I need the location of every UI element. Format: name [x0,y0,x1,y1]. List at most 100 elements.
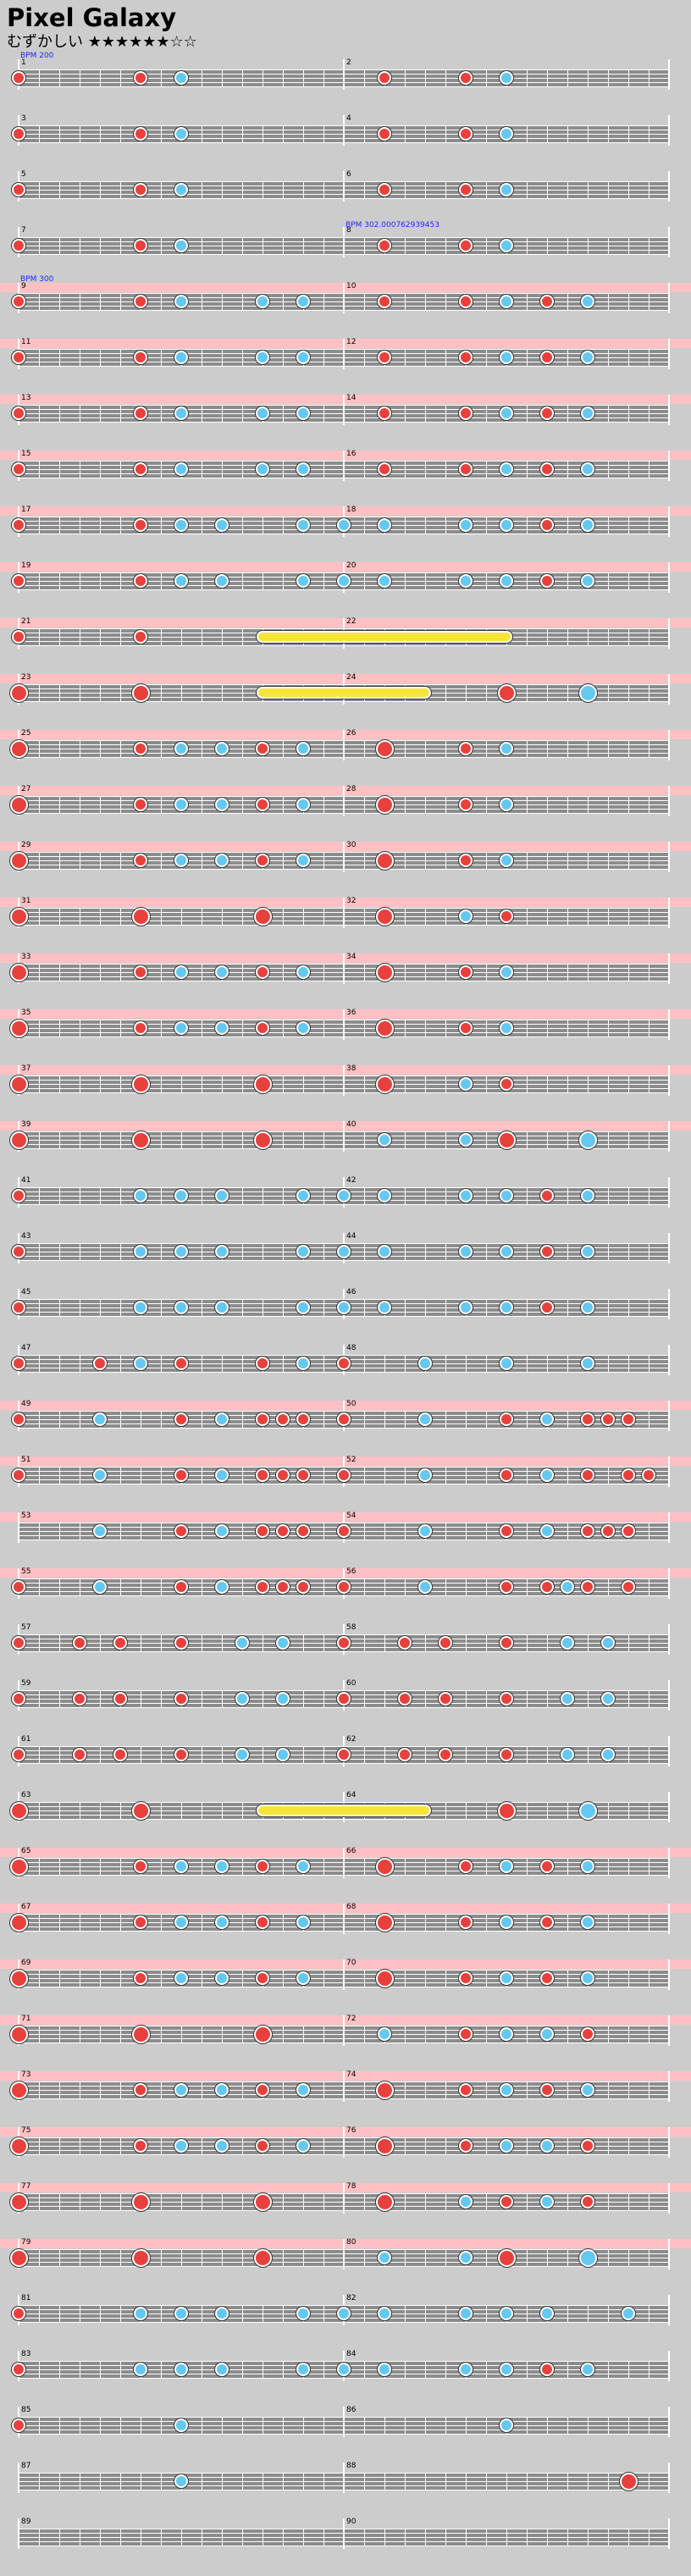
bar-line [343,2239,345,2269]
blue-note [581,1860,594,1873]
blue-note [296,462,310,476]
beat-line [445,1523,446,1540]
blue-note [581,462,594,476]
beat-line [628,237,629,254]
beat-line [567,1075,568,1092]
beat-line [120,2417,121,2434]
bar-line [343,954,345,984]
beat-line [486,1914,487,1931]
beat-line [608,1243,609,1260]
red-note [256,1021,269,1035]
beat-line [100,684,101,701]
beat-line [39,2026,40,2043]
beat-line [364,740,365,757]
blue-note [215,798,229,811]
beat-line [547,2249,548,2266]
beat-line [527,1690,528,1707]
red-note [439,1748,452,1761]
beat-line [323,1299,324,1316]
beat-line [283,964,284,981]
red-note [540,295,554,308]
beat-line [445,1858,446,1875]
beat-line [100,1690,101,1707]
beat-line [39,1075,40,1092]
measure-number: 89 [21,2518,31,2526]
beat-line [445,1243,446,1260]
red-note [500,1468,513,1482]
beat-line [364,293,365,310]
beat-line [181,2529,182,2546]
blue-note [235,1748,249,1761]
beat-line [445,1802,446,1819]
beat-line [59,1299,60,1316]
red-note [73,1636,86,1650]
beat-line [486,1243,487,1260]
red-note [581,2195,594,2208]
bar-line [668,1457,670,1487]
measure-number: 60 [346,1679,357,1688]
beat-line [486,1858,487,1875]
beat-line [161,405,162,422]
chart-row: 41 42 [0,1172,691,1228]
red-note [134,518,147,532]
red-note [9,2025,28,2043]
beat-line [120,852,121,869]
beat-line [608,796,609,813]
beat-line [323,2473,324,2490]
beat-line [628,2081,629,2098]
beat-line [425,908,426,925]
beat-line [567,572,568,589]
measure-number: 55 [21,1567,31,1576]
beat-line [425,852,426,869]
beat-line [384,2417,385,2434]
beat-line [527,1131,528,1148]
beat-line [649,1187,650,1204]
red-note [375,1857,394,1876]
blue-note [256,462,269,476]
beat-line [39,1020,40,1036]
beat-line [486,852,487,869]
blue-note [581,1189,594,1202]
beat-line [242,2305,243,2322]
red-note [375,1913,394,1932]
beat-line [303,2026,304,2043]
beat-line [384,1634,385,1651]
beat-line [242,2137,243,2154]
beat-line [649,1858,650,1875]
beat-line [486,2529,487,2546]
beat-line [161,684,162,701]
blue-note [296,2139,310,2153]
beat-line [445,1970,446,1987]
beat-line [323,1411,324,1428]
measure-number: 76 [346,2126,357,2135]
beat-line [364,69,365,86]
red-note [12,295,25,308]
beat-line [567,125,568,142]
measure-number: 28 [346,785,357,793]
beat-line [547,1075,548,1092]
beat-line [222,1802,223,1819]
blue-note [500,574,513,588]
measure-number: 47 [21,1344,31,1352]
beat-line [567,69,568,86]
beat-line [445,2137,446,2154]
highlight-band [0,2015,691,2025]
beat-line [567,908,568,925]
beat-line [608,293,609,310]
measure-number: 71 [21,2015,31,2023]
beat-line [283,349,284,366]
beat-line [39,2081,40,2098]
measure-number: 86 [346,2406,357,2414]
blue-note [174,2363,188,2376]
beat-line [547,796,548,813]
beat-line [283,517,284,533]
measure-number: 53 [21,1512,31,1520]
blue-note [174,1189,188,1202]
beat-line [59,461,60,478]
beat-line [405,125,406,142]
beat-line [405,2473,406,2490]
beat-line [466,2417,467,2434]
beat-line [445,740,446,757]
beat-line [161,1858,162,1875]
